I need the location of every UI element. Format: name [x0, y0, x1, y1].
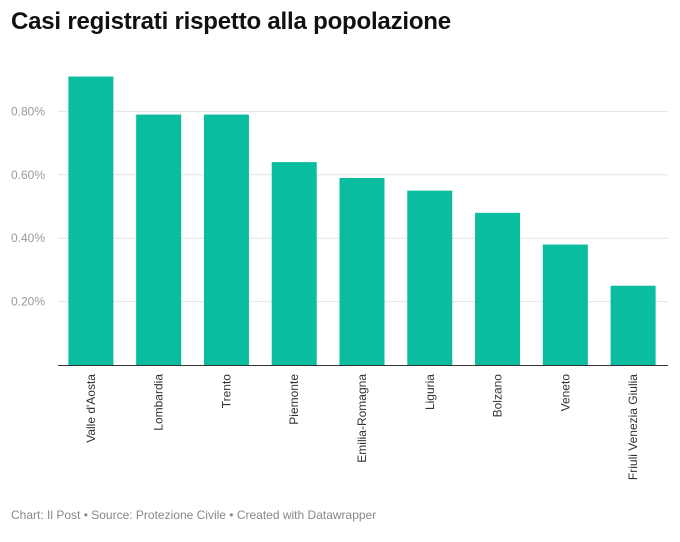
bar: [203, 114, 249, 365]
bar: [68, 76, 114, 365]
chart-footer: Chart: Il Post • Source: Protezione Civi…: [11, 508, 377, 522]
y-tick-label: 0.60%: [11, 168, 45, 182]
x-category-label: Piemonte: [287, 374, 301, 425]
x-category-label: Valle d'Aosta: [84, 374, 98, 443]
x-axis-category-labels: Valle d'Aosta Lombardia Trento Piemonte Emil…: [84, 374, 640, 480]
bars: [68, 76, 656, 365]
x-category-label: Friuli Venezia Giulia: [626, 374, 640, 480]
bar: [542, 244, 588, 365]
bar: [610, 285, 656, 365]
y-axis-tick-labels: 0.20% 0.40% 0.60% 0.80%: [11, 104, 45, 308]
bar-chart: 0.20% 0.40% 0.60% 0.80% Valle d'Aosta Lombar…: [11, 76, 668, 480]
bar: [407, 190, 453, 365]
x-category-label: Lombardia: [152, 374, 166, 431]
bar: [136, 114, 182, 365]
bar: [475, 212, 521, 365]
bar: [271, 162, 317, 365]
x-category-label: Liguria: [423, 374, 437, 410]
y-tick-label: 0.20%: [11, 295, 45, 309]
x-category-label: Emilia-Romagna: [355, 374, 369, 463]
x-category-label: Bolzano: [491, 374, 505, 418]
x-category-label: Veneto: [558, 374, 572, 412]
y-tick-label: 0.80%: [11, 104, 45, 118]
y-tick-label: 0.40%: [11, 231, 45, 245]
chart-title: Casi registrati rispetto alla popolazion…: [11, 8, 451, 35]
x-category-label: Trento: [219, 374, 233, 409]
bar: [339, 177, 385, 365]
